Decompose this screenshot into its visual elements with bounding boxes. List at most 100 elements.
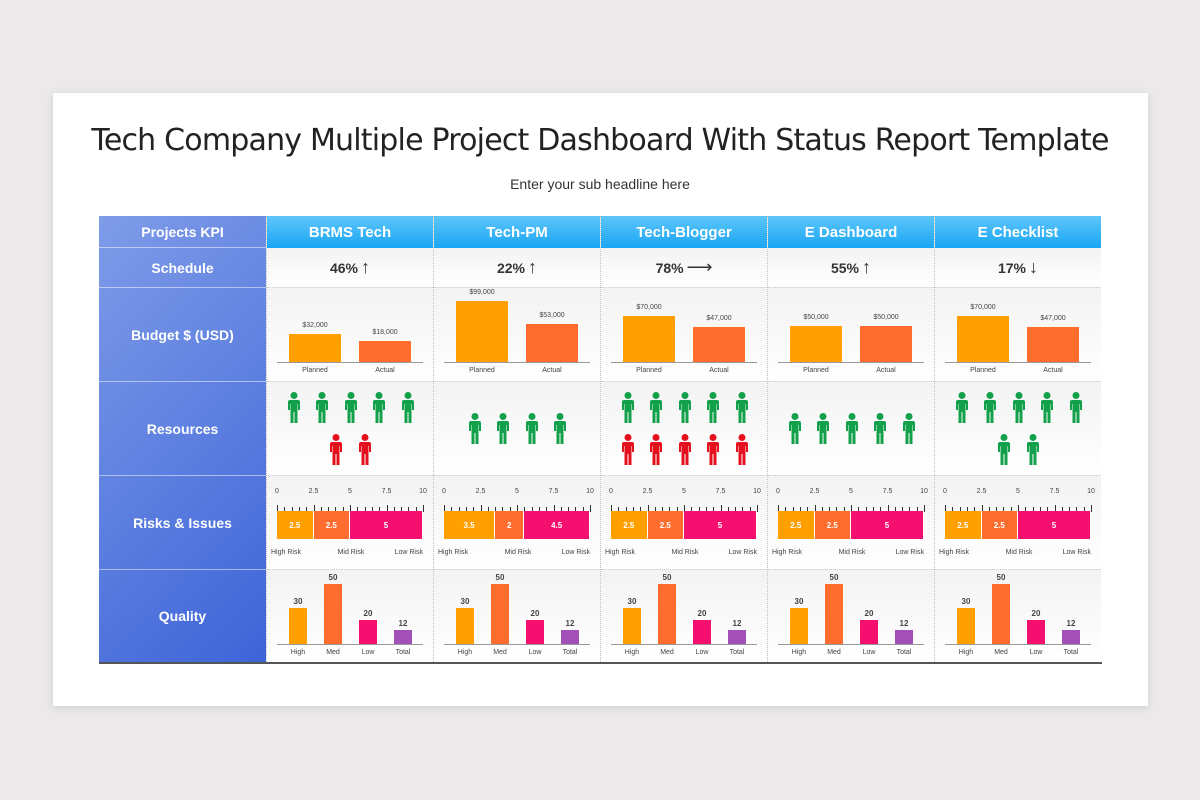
risk-label: Low Risk (728, 549, 757, 556)
risk-tick (778, 505, 779, 512)
risk-tick (858, 507, 860, 512)
risk-label: Mid Risk (337, 549, 365, 556)
budget-bar-planned (623, 315, 675, 362)
risk-tick (1076, 507, 1078, 512)
resources-cell (267, 382, 433, 476)
person-green-icon (649, 392, 663, 424)
risk-tick (909, 507, 911, 512)
project-header: E Dashboard (768, 216, 934, 248)
risk-label: Low Risk (561, 549, 590, 556)
budget-bar-planned (456, 301, 508, 362)
person-green-icon (678, 392, 692, 424)
risk-segment-high: 2.5 (611, 511, 648, 539)
risk-tick (350, 505, 351, 512)
budget-label-actual: Actual (1043, 367, 1063, 374)
risk-chart: 0 2.5 5 7.5 10 2.5 2.5 5 High Risk Mid Risk Low Ri… (601, 476, 767, 570)
person-green-icon (845, 413, 859, 445)
budget-axis (611, 362, 757, 363)
risk-tick-label: 7.5 (882, 488, 893, 495)
quality-value: 30 (961, 597, 971, 606)
person-red-icon (735, 434, 749, 466)
risk-tick (1039, 507, 1041, 512)
risk-tick-label: 7.5 (548, 488, 559, 495)
risk-tick (1018, 505, 1019, 512)
person-green-icon (873, 413, 887, 445)
risk-tick (959, 507, 961, 512)
risk-segment-high: 2.5 (945, 511, 982, 539)
risk-tick (1069, 507, 1071, 512)
risk-tick (320, 507, 322, 512)
schedule-cell: 17% ↓ (935, 248, 1101, 288)
trend-flat-icon: ⟶ (686, 257, 713, 277)
risk-label: High Risk (939, 549, 969, 556)
quality-bar (860, 620, 878, 644)
risk-tick (531, 507, 533, 512)
person-green-icon (401, 392, 415, 424)
quality-label: Med (827, 649, 841, 656)
risk-tick (902, 507, 904, 512)
risk-tick (705, 507, 707, 512)
risk-tick-label: 0 (609, 488, 613, 495)
quality-axis (444, 644, 590, 645)
trend-up-icon: ↑ (862, 257, 872, 277)
quality-label: Total (1063, 649, 1079, 656)
risk-segment-low: 4.5 (524, 511, 590, 539)
budget-value-planned: $32,000 (302, 322, 328, 330)
risk-tick (553, 505, 555, 512)
quality-bar (728, 629, 746, 644)
risk-tick (807, 507, 809, 512)
budget-value-actual: $47,000 (706, 314, 732, 322)
budget-bar-actual (860, 325, 912, 362)
risk-tick (371, 507, 373, 512)
budget-bar-actual (359, 341, 411, 362)
risk-tick (785, 507, 787, 512)
person-green-icon (287, 392, 301, 424)
kpi-budget: Budget $ (USD) (99, 288, 266, 382)
risk-tick-label: 5 (515, 488, 519, 495)
risk-tick (684, 505, 685, 512)
risk-tick-label: 7.5 (715, 488, 726, 495)
risk-tick (821, 507, 823, 512)
risk-tick (924, 505, 925, 512)
page-subtitle: Enter your sub headline here (510, 176, 690, 192)
risk-tick (662, 507, 664, 512)
quality-axis (611, 644, 757, 645)
quality-bar (491, 584, 509, 644)
project-header: Tech-PM (434, 216, 600, 248)
risk-tick (843, 507, 845, 512)
schedule-cell: 22% ↑ (434, 248, 600, 288)
risk-tick (669, 507, 671, 512)
risk-tick (836, 507, 838, 512)
budget-label-planned: Planned (803, 367, 829, 374)
risk-tick (335, 507, 337, 512)
risk-segment-low: 5 (684, 511, 757, 539)
quality-bar (526, 620, 544, 644)
risk-tick (966, 507, 968, 512)
quality-bar (895, 629, 913, 644)
risk-tick (814, 505, 816, 512)
risk-tick-label: 0 (275, 488, 279, 495)
risk-tick-label: 0 (943, 488, 947, 495)
trend-up-icon: ↑ (528, 257, 538, 277)
risk-tick (1054, 505, 1056, 512)
risk-tick-label: 10 (753, 488, 761, 495)
trend-up-icon: ↑ (361, 257, 371, 277)
resources-cell (768, 382, 934, 476)
risk-tick (1010, 507, 1012, 512)
risk-tick (727, 507, 729, 512)
risk-segment-low: 5 (1018, 511, 1091, 539)
risk-tick (386, 505, 388, 512)
risk-tick (502, 507, 504, 512)
risk-tick (792, 507, 794, 512)
risk-label: Mid Risk (1005, 549, 1033, 556)
quality-chart: 30 High 50 Med 20 Low 12 Total (935, 570, 1101, 662)
schedule-value: 55% (830, 259, 860, 276)
risk-tick (872, 507, 874, 512)
kpi-quality: Quality (158, 608, 207, 624)
quality-axis (945, 644, 1091, 645)
person-green-icon (706, 392, 720, 424)
risk-tick (916, 507, 918, 512)
kpi-column: Projects KPI Schedule Budget $ (USD) Res… (99, 216, 266, 662)
risk-tick (458, 507, 460, 512)
risk-segment-mid: 2.5 (313, 511, 350, 539)
